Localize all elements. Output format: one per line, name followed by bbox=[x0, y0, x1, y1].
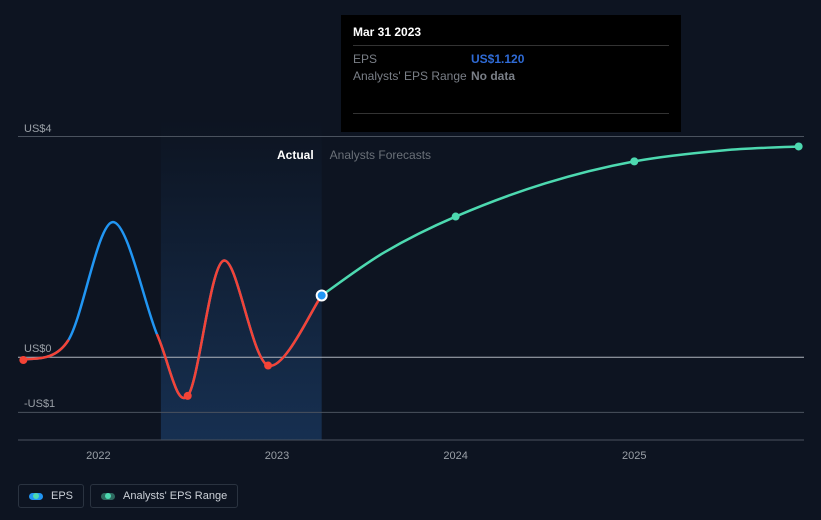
legend-label: EPS bbox=[51, 490, 73, 502]
legend-label: Analysts' EPS Range bbox=[123, 490, 227, 502]
tooltip-row-value: No data bbox=[471, 69, 515, 83]
legend-dot bbox=[33, 493, 39, 499]
tooltip-divider bbox=[353, 45, 669, 46]
x-axis-tick-label: 2022 bbox=[86, 450, 110, 462]
tooltip-row-value: US$1.120 bbox=[471, 52, 524, 66]
tooltip-divider bbox=[353, 113, 669, 114]
tooltip-row: EPSUS$1.120 bbox=[353, 52, 669, 66]
tooltip-row-label: Analysts' EPS Range bbox=[353, 69, 471, 83]
chart-svg bbox=[18, 120, 804, 460]
y-axis-tick-label: US$4 bbox=[24, 123, 52, 135]
x-axis-tick-label: 2025 bbox=[622, 450, 646, 462]
forecasts-label: Analysts Forecasts bbox=[330, 148, 431, 162]
plot-area[interactable] bbox=[18, 120, 804, 440]
chart-legend: EPS Analysts' EPS Range bbox=[18, 484, 238, 508]
y-axis-tick-label: -US$1 bbox=[24, 398, 55, 410]
tooltip-row-label: EPS bbox=[353, 52, 471, 66]
x-axis-tick-label: 2023 bbox=[265, 450, 289, 462]
legend-swatch bbox=[29, 493, 43, 500]
legend-swatch bbox=[101, 493, 115, 500]
legend-item-eps[interactable]: EPS bbox=[18, 484, 84, 508]
legend-item-analysts-range[interactable]: Analysts' EPS Range bbox=[90, 484, 238, 508]
x-axis-tick-label: 2024 bbox=[443, 450, 467, 462]
chart-tooltip: Mar 31 2023 EPSUS$1.120Analysts' EPS Ran… bbox=[341, 15, 681, 132]
tooltip-date: Mar 31 2023 bbox=[353, 25, 669, 39]
legend-dot bbox=[105, 493, 111, 499]
tooltip-row: Analysts' EPS RangeNo data bbox=[353, 69, 669, 83]
y-axis-tick-label: US$0 bbox=[24, 343, 52, 355]
actual-label: Actual bbox=[277, 148, 314, 162]
eps-chart: Mar 31 2023 EPSUS$1.120Analysts' EPS Ran… bbox=[0, 0, 821, 520]
